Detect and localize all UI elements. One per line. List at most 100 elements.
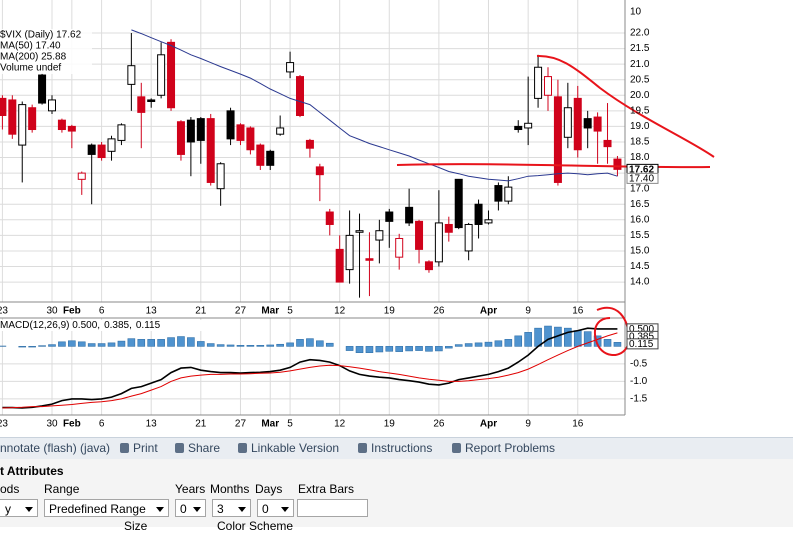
legend-entry: $VIX (Daily) 17.62 (0, 30, 82, 41)
candle-body (386, 212, 393, 221)
histogram-bar (247, 345, 254, 346)
histogram-bar (614, 342, 621, 346)
toolbar-link[interactable]: Instructions (371, 441, 432, 455)
candle-body (545, 77, 552, 96)
histogram-bar (68, 341, 75, 347)
histogram-bar (227, 345, 234, 346)
histogram-bar (267, 345, 274, 346)
candle-body (594, 117, 601, 131)
histogram-bar (108, 343, 115, 347)
x-tick-label: Feb (63, 419, 81, 430)
candle-body (495, 186, 502, 202)
toolbar-link[interactable]: nnotate (flash) (java) (0, 441, 110, 455)
toolbar-link[interactable]: Print (133, 441, 158, 455)
histogram-bar (177, 337, 184, 347)
y-tick-label: 14.0 (630, 277, 650, 288)
y-tick-label: 14.5 (630, 261, 650, 272)
histogram-bar (396, 346, 403, 351)
x-tick-label: 23 (0, 306, 8, 317)
candle-body (554, 97, 561, 183)
histogram-bar (564, 328, 571, 346)
candle-body (197, 119, 204, 141)
x-tick-label: 26 (433, 419, 445, 430)
candle-body (29, 108, 36, 130)
candle-body (287, 63, 294, 72)
field-label: Extra Bars (298, 482, 354, 496)
y-tick-label: 19.5 (630, 105, 650, 116)
x-tick-label: 12 (334, 419, 346, 430)
x-tick-label: 30 (46, 306, 58, 317)
y-tick-label: 21.5 (630, 43, 650, 54)
toolbar-icon (452, 443, 461, 453)
legend-entry: 0.115 (136, 320, 161, 331)
select[interactable]: Predefined Range (44, 499, 169, 517)
select[interactable]: 3 (212, 499, 251, 517)
candle-body (396, 238, 403, 257)
candle-body (485, 220, 492, 223)
candle-body (505, 187, 512, 201)
x-tick-label: 19 (384, 306, 396, 317)
x-tick-label: 16 (572, 306, 584, 317)
histogram-bar (346, 346, 353, 350)
y-tick-label: -0.5 (630, 359, 648, 370)
select[interactable]: y (0, 499, 38, 517)
histogram-bar (485, 342, 492, 346)
candle-body (564, 108, 571, 138)
y-tick-label: 20.0 (630, 90, 650, 101)
histogram-bar (545, 326, 552, 346)
histogram-bar (217, 345, 224, 347)
field-label: Color Scheme (217, 519, 293, 533)
select[interactable]: 0 (257, 499, 294, 517)
x-tick-label: Apr (480, 306, 497, 317)
x-tick-label: Apr (480, 419, 497, 430)
select[interactable]: 0 (175, 499, 206, 517)
toolbar-link[interactable]: Report Problems (465, 441, 555, 455)
histogram-bar (386, 346, 393, 351)
last-value-label: 0.115 (629, 339, 654, 350)
section-title: t Attributes (0, 464, 64, 478)
x-tick-label: 26 (433, 306, 445, 317)
candle-body (148, 100, 155, 102)
toolbar-icon (175, 443, 184, 453)
histogram-bar (376, 346, 383, 352)
histogram-bar (187, 338, 194, 347)
candle-body (376, 231, 383, 240)
histogram-bar (406, 346, 413, 351)
legend-entry: 0.385, (104, 320, 132, 331)
histogram-bar (505, 339, 512, 346)
toolbar-link[interactable]: Linkable Version (251, 441, 339, 455)
toolbar-icon (120, 443, 129, 453)
candle-body (297, 77, 304, 116)
candle-body (584, 119, 591, 128)
chart: 14.014.515.015.516.016.517.017.518.018.5… (0, 0, 793, 434)
histogram-bar (29, 346, 36, 347)
candle-body (9, 100, 16, 134)
histogram-bar (148, 339, 155, 346)
candle-body (435, 223, 442, 262)
histogram-bar (455, 345, 462, 347)
histogram-bar (535, 328, 542, 346)
extra-bars-input[interactable] (297, 499, 368, 517)
candle-body (326, 212, 333, 224)
x-tick-label: 27 (235, 419, 247, 430)
candle-body (336, 249, 343, 282)
x-tick-label: 5 (287, 306, 293, 317)
histogram-bar (475, 343, 482, 347)
candle-body (49, 100, 56, 111)
toolbar-link[interactable]: Share (188, 441, 220, 455)
x-tick-label: Feb (63, 306, 81, 317)
candle-body (574, 98, 581, 149)
field-label: ods (0, 482, 19, 496)
histogram-bar (495, 341, 502, 347)
histogram-bar (356, 346, 363, 352)
histogram-bar (425, 346, 432, 351)
y-tick-label: 20.5 (630, 74, 650, 85)
histogram-bar (78, 342, 85, 347)
histogram-bar (326, 343, 333, 346)
candle-body (267, 151, 274, 165)
candle-body (356, 231, 363, 233)
toolbar-icon (358, 443, 367, 453)
candle-body (217, 164, 224, 189)
x-tick-label: 21 (195, 306, 207, 317)
